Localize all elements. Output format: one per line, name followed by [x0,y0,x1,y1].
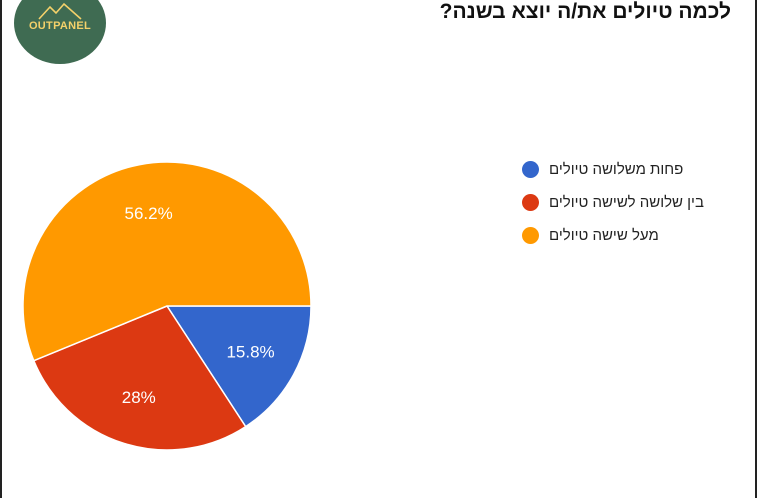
legend-label: מעל שישה טיולים [549,226,659,244]
pie-slice-0 [165,305,312,428]
legend-label: בין שלושה לשישה טיולים [549,193,704,211]
mountain-icon [38,2,82,20]
legend-dot-1 [522,193,539,211]
legend-item: פחות משלושה טיולים [522,158,704,180]
pie-slice-1 [32,305,247,451]
outpanel-logo: OUTPANEL [14,0,106,64]
chart-title: לכמה טיולים את/ה יוצא בשנה? [439,0,731,23]
pie-slice-2 [22,161,312,362]
legend-item: בין שלושה לשישה טיולים [522,191,704,213]
legend-dot-0 [522,160,539,178]
pie-slice-label: 15.8% [226,342,274,361]
pie-slice-label: 56.2% [125,204,173,223]
chart-legend: פחות משלושה טיולים בין שלושה לשישה טיולי… [522,158,704,257]
pie-slice-label: 28% [122,388,156,407]
legend-label: פחות משלושה טיולים [549,160,684,178]
legend-item: מעל שישה טיולים [522,224,704,246]
legend-dot-2 [522,226,539,244]
logo-text: OUTPANEL [28,20,92,32]
